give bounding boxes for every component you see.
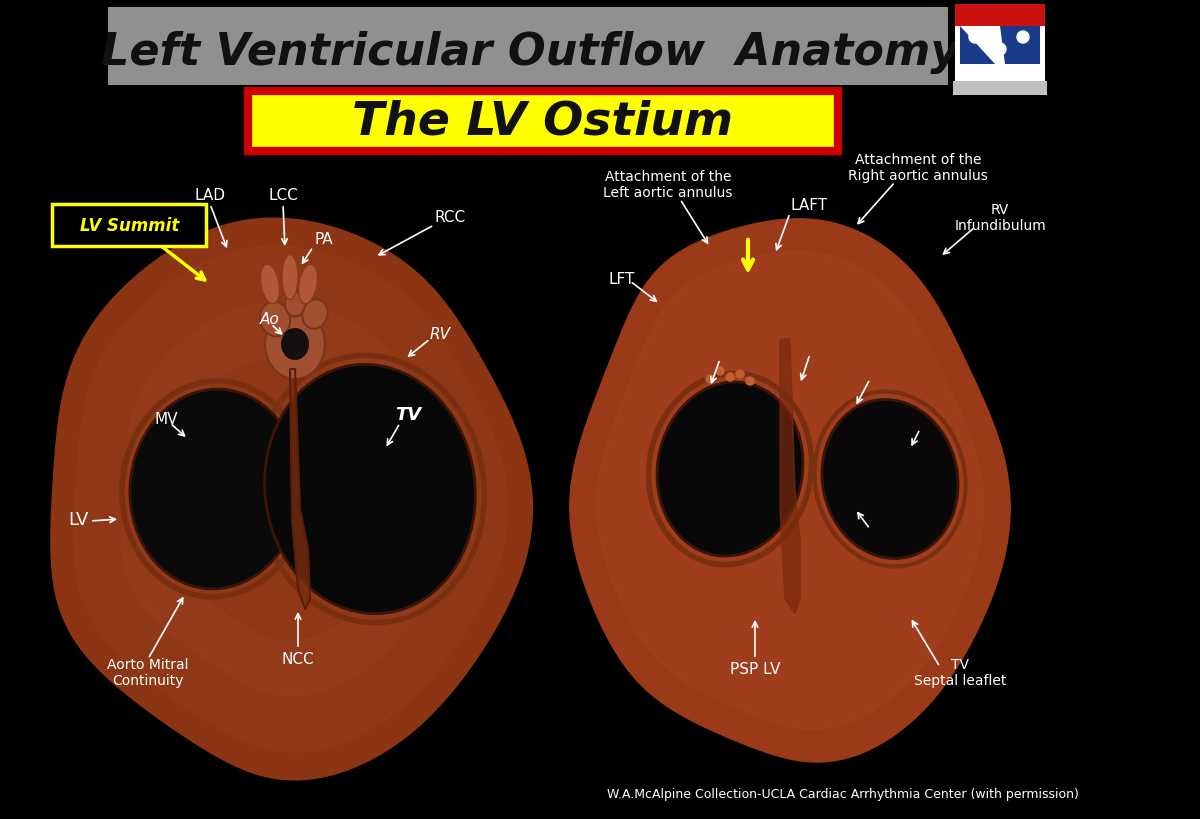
Polygon shape	[121, 303, 458, 696]
Text: TV
Septal leaflet: TV Septal leaflet	[914, 657, 1006, 687]
Text: RV: RV	[430, 327, 451, 342]
Circle shape	[746, 378, 754, 386]
Ellipse shape	[260, 265, 280, 305]
Circle shape	[994, 44, 1006, 56]
Ellipse shape	[286, 292, 305, 317]
Text: LAD: LAD	[194, 188, 226, 202]
FancyBboxPatch shape	[52, 205, 206, 247]
FancyBboxPatch shape	[248, 92, 838, 152]
Text: NCC: NCC	[282, 652, 314, 667]
Circle shape	[706, 376, 714, 383]
Polygon shape	[168, 359, 409, 640]
Ellipse shape	[822, 400, 958, 559]
Polygon shape	[780, 340, 800, 614]
Text: LCC: LCC	[268, 188, 298, 202]
FancyBboxPatch shape	[955, 5, 1045, 27]
Polygon shape	[596, 252, 984, 730]
Ellipse shape	[264, 365, 475, 614]
FancyBboxPatch shape	[955, 27, 1045, 82]
Polygon shape	[1000, 27, 1040, 65]
Text: LFT: LFT	[608, 272, 635, 287]
Circle shape	[726, 373, 734, 382]
Ellipse shape	[282, 256, 298, 300]
Text: W.A.McAlpine Collection-UCLA Cardiac Arrhythmia Center (with permission): W.A.McAlpine Collection-UCLA Cardiac Arr…	[607, 788, 1079, 800]
Text: Left Ventricular Outflow  Anatomy: Left Ventricular Outflow Anatomy	[101, 30, 959, 74]
Ellipse shape	[299, 265, 318, 305]
Circle shape	[716, 368, 724, 376]
Text: Ao: Ao	[260, 312, 280, 327]
Ellipse shape	[281, 328, 310, 360]
Ellipse shape	[130, 390, 300, 589]
FancyBboxPatch shape	[953, 82, 1046, 96]
Text: Attachment of the
Left aortic annulus: Attachment of the Left aortic annulus	[604, 170, 733, 200]
Circle shape	[736, 370, 744, 378]
Ellipse shape	[260, 302, 290, 337]
Polygon shape	[960, 27, 995, 65]
Text: LV: LV	[68, 510, 89, 528]
FancyBboxPatch shape	[108, 8, 948, 86]
Text: The LV Ostium: The LV Ostium	[353, 99, 733, 144]
Text: LAFT: LAFT	[790, 197, 827, 212]
Text: RV
Infundibulum: RV Infundibulum	[954, 202, 1046, 233]
Circle shape	[970, 32, 982, 44]
Text: MV: MV	[155, 412, 179, 427]
Text: PA: PA	[314, 233, 334, 247]
Polygon shape	[647, 314, 934, 667]
Polygon shape	[570, 219, 1010, 762]
Ellipse shape	[302, 300, 328, 329]
Text: RCC: RCC	[436, 210, 466, 225]
Text: LV Summit: LV Summit	[80, 217, 180, 235]
Circle shape	[1018, 32, 1030, 44]
Polygon shape	[290, 369, 310, 609]
Polygon shape	[74, 247, 508, 752]
Text: Aorto Mitral
Continuity: Aorto Mitral Continuity	[107, 657, 188, 687]
Ellipse shape	[265, 310, 325, 379]
Text: Attachment of the
Right aortic annulus: Attachment of the Right aortic annulus	[848, 152, 988, 183]
Polygon shape	[50, 219, 533, 780]
Text: PSP LV: PSP LV	[730, 662, 780, 676]
Ellipse shape	[658, 382, 803, 556]
Text: TV: TV	[395, 405, 421, 423]
